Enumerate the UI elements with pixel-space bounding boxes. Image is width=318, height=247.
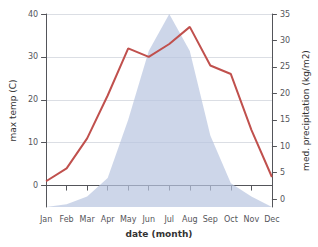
svg-text:40: 40 xyxy=(28,10,38,19)
svg-text:Mar: Mar xyxy=(80,215,96,224)
svg-text:Dec: Dec xyxy=(264,215,279,224)
svg-text:Apr: Apr xyxy=(101,215,116,224)
svg-text:Nov: Nov xyxy=(244,215,260,224)
svg-text:35: 35 xyxy=(280,10,290,19)
svg-text:30: 30 xyxy=(280,36,290,45)
svg-text:Feb: Feb xyxy=(60,215,74,224)
svg-text:date (month): date (month) xyxy=(126,229,193,239)
svg-text:30: 30 xyxy=(28,52,38,61)
svg-text:10: 10 xyxy=(28,138,38,147)
svg-text:max temp (C): max temp (C) xyxy=(8,79,18,141)
svg-text:Jun: Jun xyxy=(141,215,155,224)
svg-text:10: 10 xyxy=(280,142,290,151)
svg-text:Aug: Aug xyxy=(182,215,198,224)
svg-text:15: 15 xyxy=(280,115,290,124)
svg-text:25: 25 xyxy=(280,62,290,71)
svg-text:20: 20 xyxy=(28,95,38,104)
svg-text:Oct: Oct xyxy=(224,215,238,224)
svg-text:Jul: Jul xyxy=(163,215,174,224)
svg-text:med. precipitation (kg/m2): med. precipitation (kg/m2) xyxy=(301,50,311,171)
svg-text:0: 0 xyxy=(33,181,38,190)
svg-text:20: 20 xyxy=(280,89,290,98)
svg-text:Sep: Sep xyxy=(203,215,218,224)
svg-text:May: May xyxy=(120,215,137,224)
svg-text:Jan: Jan xyxy=(39,215,52,224)
svg-text:0: 0 xyxy=(280,195,285,204)
svg-text:5: 5 xyxy=(280,168,285,177)
